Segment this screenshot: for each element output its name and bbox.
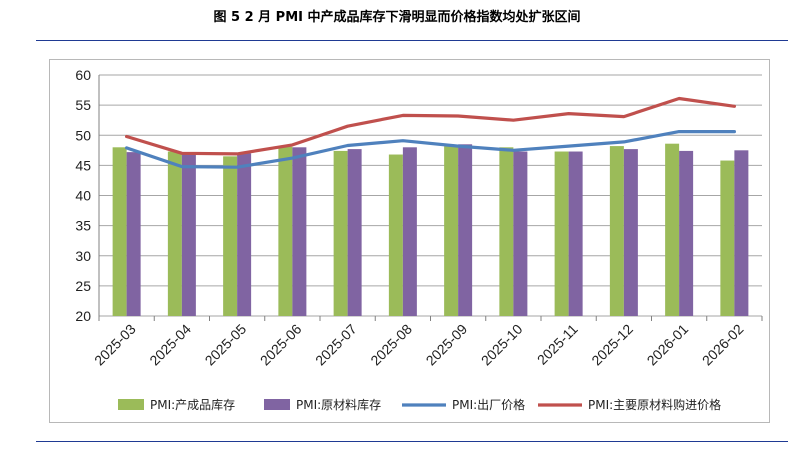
grid-layer [99, 74, 762, 317]
bar-finished-goods-inventory [112, 147, 127, 316]
x-tick-label: 2025-09 [423, 321, 471, 369]
bar-raw-material-inventory [568, 151, 583, 316]
bar-finished-goods-inventory [554, 151, 569, 316]
line-input-price [124, 96, 737, 156]
top-rule [36, 40, 788, 41]
bar-raw-material-inventory [181, 153, 196, 316]
bar-finished-goods-inventory [665, 143, 680, 316]
line-output-price [124, 130, 737, 169]
bar-raw-material-inventory [292, 147, 307, 316]
bar-finished-goods-inventory [223, 156, 238, 316]
x-tick-label: 2026-01 [644, 321, 692, 369]
bar-finished-goods-inventory [720, 160, 735, 316]
bar-raw-material-inventory [679, 150, 694, 316]
bar-finished-goods-inventory [388, 154, 403, 316]
bar-raw-material-inventory [458, 144, 473, 316]
bar-raw-material-inventory [402, 147, 417, 316]
x-tick-label: 2025-11 [534, 321, 581, 368]
legend-label: PMI:主要原材料购进价格 [588, 397, 721, 412]
x-tick-label: 2025-10 [478, 321, 526, 369]
x-tick-label: 2025-08 [367, 321, 415, 369]
legend-swatch [118, 399, 144, 410]
x-tick-label: 2025-05 [202, 321, 250, 369]
y-tick-label: 25 [75, 278, 91, 294]
y-tick-label: 55 [75, 97, 91, 113]
y-tick-label: 50 [75, 127, 91, 143]
bar-finished-goods-inventory [609, 146, 624, 316]
y-tick-label: 40 [75, 188, 91, 204]
x-tick-label: 2025-03 [91, 321, 139, 369]
x-tick-label: 2026-02 [699, 321, 747, 369]
bar-finished-goods-inventory [167, 151, 182, 316]
legend-label: PMI:出厂价格 [452, 397, 525, 412]
bar-raw-material-inventory [126, 152, 141, 316]
bottom-rule [36, 441, 788, 442]
y-tick-label: 45 [75, 157, 91, 173]
legend-layer: PMI:产成品库存 PMI:原材料库存 PMI:出厂价格 PMI:主要原材料购进价格 [118, 397, 721, 412]
x-tick-label: 2025-12 [588, 321, 636, 369]
figure-title: 图 5 2 月 PMI 中产成品库存下滑明显而价格指数均处扩张区间 [213, 10, 581, 25]
bar-finished-goods-inventory [444, 146, 459, 316]
bar-raw-material-inventory [734, 150, 749, 316]
bar-finished-goods-inventory [333, 150, 348, 316]
x-tick-label: 2025-06 [257, 321, 305, 369]
bar-raw-material-inventory [623, 149, 638, 316]
legend-swatch [264, 399, 290, 410]
x-tick-label: 2025-04 [146, 321, 194, 369]
y-tick-label: 60 [75, 67, 91, 83]
bar-finished-goods-inventory [499, 147, 514, 316]
bar-raw-material-inventory [513, 151, 528, 316]
x-tick-label: 2025-07 [312, 321, 360, 369]
bar-layer [112, 143, 749, 316]
bar-raw-material-inventory [237, 153, 252, 316]
line-layer [124, 96, 737, 169]
legend-label: PMI:产成品库存 [150, 397, 235, 412]
legend-label: PMI:原材料库存 [296, 397, 381, 412]
bar-raw-material-inventory [347, 149, 362, 316]
bar-finished-goods-inventory [278, 146, 293, 316]
y-tick-label: 20 [75, 308, 91, 324]
y-tick-label: 30 [75, 248, 91, 264]
y-tick-label: 35 [75, 218, 91, 234]
